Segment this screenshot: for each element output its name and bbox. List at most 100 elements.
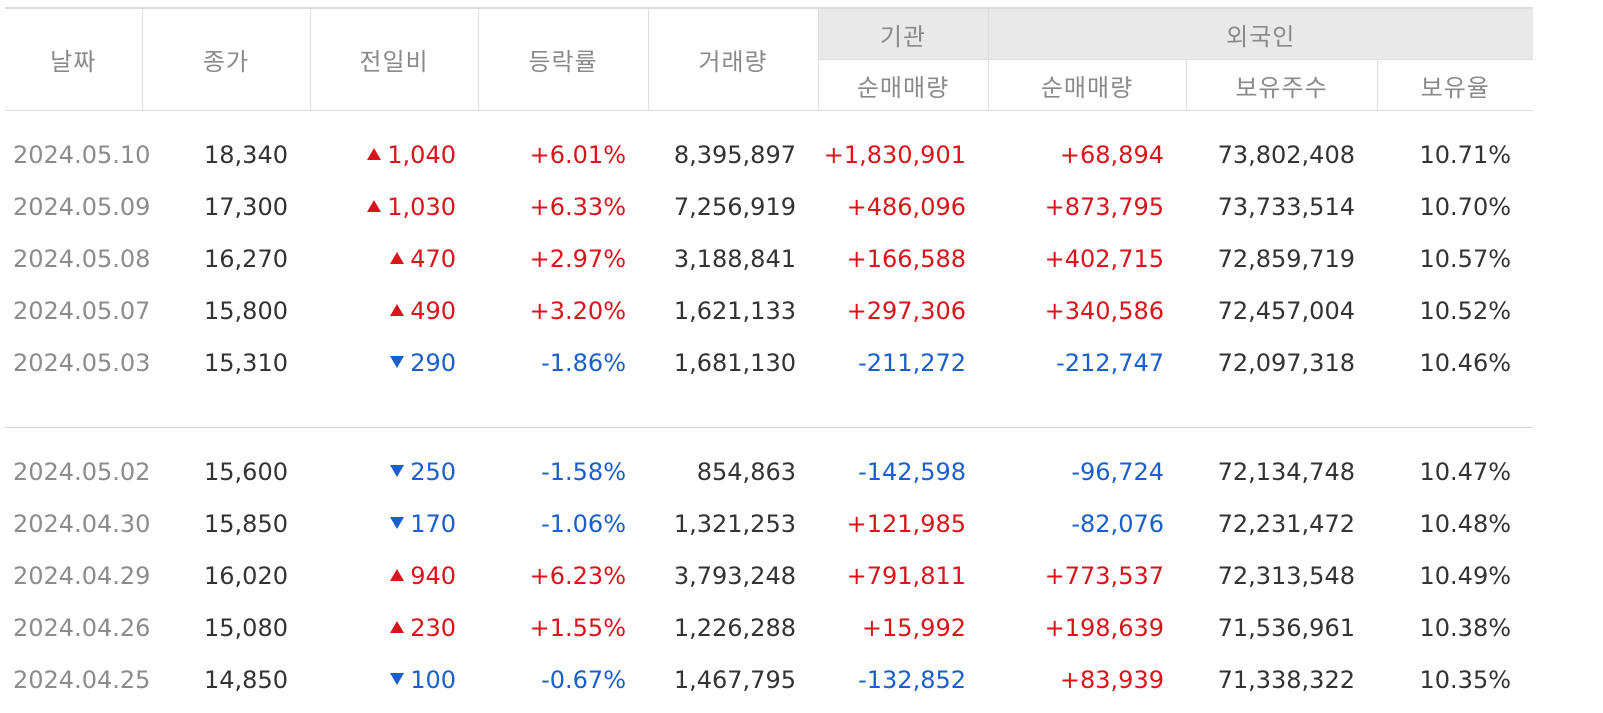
table-body: 2024.05.10 18,340 1,040 +6.01% 8,395,897 +1,8…	[5, 111, 1534, 707]
change-value: 290	[410, 349, 456, 377]
header-holdings: 보유주수	[1185, 59, 1377, 111]
volume-cell: 1,681,130	[673, 349, 796, 377]
close-cell: 17,300	[204, 193, 288, 221]
change-cell: 230	[310, 602, 478, 654]
table-row: 2024.05.02 15,600 250 -1.58% 854,863 -142,598…	[5, 446, 1533, 498]
foreign-net-cell: +68,894	[1059, 141, 1164, 169]
rate-cell: +6.33%	[529, 193, 626, 221]
change-value: 250	[410, 458, 456, 486]
date-cell: 2024.05.10	[13, 141, 151, 169]
date-cell: 2024.05.03	[13, 349, 151, 377]
foreign-net-cell: +402,715	[1044, 245, 1164, 273]
volume-cell: 1,467,795	[673, 666, 796, 694]
rate-cell: +1.55%	[529, 614, 626, 642]
header-volume: 거래량	[647, 7, 818, 111]
change-cell: 170	[310, 498, 478, 550]
date-cell: 2024.05.08	[13, 245, 151, 273]
close-cell: 16,020	[204, 562, 288, 590]
holding-ratio-cell: 10.70%	[1419, 193, 1512, 221]
header-institution-group: 기관	[817, 7, 988, 60]
header-rate: 등락률	[477, 7, 648, 111]
institution-net-cell: -132,852	[858, 666, 966, 694]
triangle-down-icon	[390, 673, 405, 685]
institution-net-cell: +486,096	[846, 193, 966, 221]
institution-net-cell: +166,588	[846, 245, 966, 273]
holding-ratio-cell: 10.35%	[1419, 666, 1512, 694]
table-row: 2024.05.10 18,340 1,040 +6.01% 8,395,897 +1,8…	[5, 129, 1533, 181]
change-value: 230	[410, 614, 456, 642]
institution-net-cell: +791,811	[846, 562, 966, 590]
change-value: 940	[410, 562, 456, 590]
rate-cell: -1.58%	[541, 458, 626, 486]
header-foreign-net: 순매매량	[987, 59, 1186, 111]
header-close: 종가	[141, 7, 310, 111]
change-cell: 1,040	[310, 129, 478, 181]
rate-cell: +3.20%	[529, 297, 626, 325]
holding-ratio-cell: 10.46%	[1419, 349, 1512, 377]
holding-ratio-cell: 10.49%	[1419, 562, 1512, 590]
holdings-cell: 71,338,322	[1217, 666, 1355, 694]
change-cell: 100	[310, 654, 478, 706]
table-row: 2024.05.08 16,270 470 +2.97% 3,188,841 +166,5…	[5, 233, 1533, 285]
volume-cell: 3,793,248	[673, 562, 796, 590]
volume-cell: 854,863	[696, 458, 796, 486]
institution-net-cell: -211,272	[858, 349, 966, 377]
volume-cell: 7,256,919	[673, 193, 796, 221]
header-change: 전일비	[309, 7, 478, 111]
rate-cell: +2.97%	[529, 245, 626, 273]
holding-ratio-cell: 10.38%	[1419, 614, 1512, 642]
institution-net-cell: +1,830,901	[823, 141, 966, 169]
row-spacer	[5, 111, 1533, 130]
triangle-up-icon	[390, 569, 405, 581]
header-institution-net: 순매매량	[817, 59, 988, 111]
foreign-net-cell: -212,747	[1056, 349, 1164, 377]
date-cell: 2024.05.02	[13, 458, 151, 486]
change-cell: 470	[310, 233, 478, 285]
volume-cell: 1,226,288	[673, 614, 796, 642]
triangle-up-icon	[367, 200, 382, 212]
close-cell: 15,080	[204, 614, 288, 642]
volume-cell: 3,188,841	[673, 245, 796, 273]
close-cell: 15,800	[204, 297, 288, 325]
change-value: 470	[410, 245, 456, 273]
institution-net-cell: +121,985	[846, 510, 966, 538]
volume-cell: 8,395,897	[673, 141, 796, 169]
change-value: 100	[410, 666, 456, 694]
holdings-cell: 72,457,004	[1217, 297, 1355, 325]
change-value: 1,030	[387, 193, 456, 221]
header-foreign-group: 외국인	[987, 7, 1534, 60]
header-date: 날짜	[5, 7, 142, 111]
date-cell: 2024.05.07	[13, 297, 151, 325]
daily-trading-table: 날짜 종가 전일비 등락률 거래량 기관 외국인 순매매량 순매매량 보유주수 …	[5, 7, 1534, 707]
triangle-up-icon	[390, 304, 405, 316]
holdings-cell: 72,097,318	[1217, 349, 1355, 377]
holding-ratio-cell: 10.71%	[1419, 141, 1512, 169]
close-cell: 14,850	[204, 666, 288, 694]
rate-cell: +6.23%	[529, 562, 626, 590]
change-value: 170	[410, 510, 456, 538]
holding-ratio-cell: 10.57%	[1419, 245, 1512, 273]
change-cell: 940	[310, 550, 478, 602]
holdings-cell: 72,859,719	[1217, 245, 1355, 273]
foreign-net-cell: +340,586	[1044, 297, 1164, 325]
institution-net-cell: +297,306	[846, 297, 966, 325]
close-cell: 15,310	[204, 349, 288, 377]
date-cell: 2024.04.30	[13, 510, 151, 538]
close-cell: 18,340	[204, 141, 288, 169]
institution-net-cell: +15,992	[861, 614, 966, 642]
close-cell: 15,600	[204, 458, 288, 486]
foreign-net-cell: +83,939	[1059, 666, 1164, 694]
change-value: 490	[410, 297, 456, 325]
triangle-down-icon	[390, 517, 405, 529]
close-cell: 16,270	[204, 245, 288, 273]
table-row: 2024.04.26 15,080 230 +1.55% 1,226,288 +15,99…	[5, 602, 1533, 654]
date-cell: 2024.04.26	[13, 614, 151, 642]
foreign-net-cell: +773,537	[1044, 562, 1164, 590]
triangle-up-icon	[390, 252, 405, 264]
foreign-net-cell: -96,724	[1071, 458, 1164, 486]
table-row: 2024.04.25 14,850 100 -0.67% 1,467,795 -132,8…	[5, 654, 1533, 706]
table-row: 2024.04.30 15,850 170 -1.06% 1,321,253 +121,9…	[5, 498, 1533, 550]
date-cell: 2024.04.29	[13, 562, 151, 590]
row-spacer	[5, 428, 1533, 447]
holdings-cell: 71,536,961	[1217, 614, 1355, 642]
